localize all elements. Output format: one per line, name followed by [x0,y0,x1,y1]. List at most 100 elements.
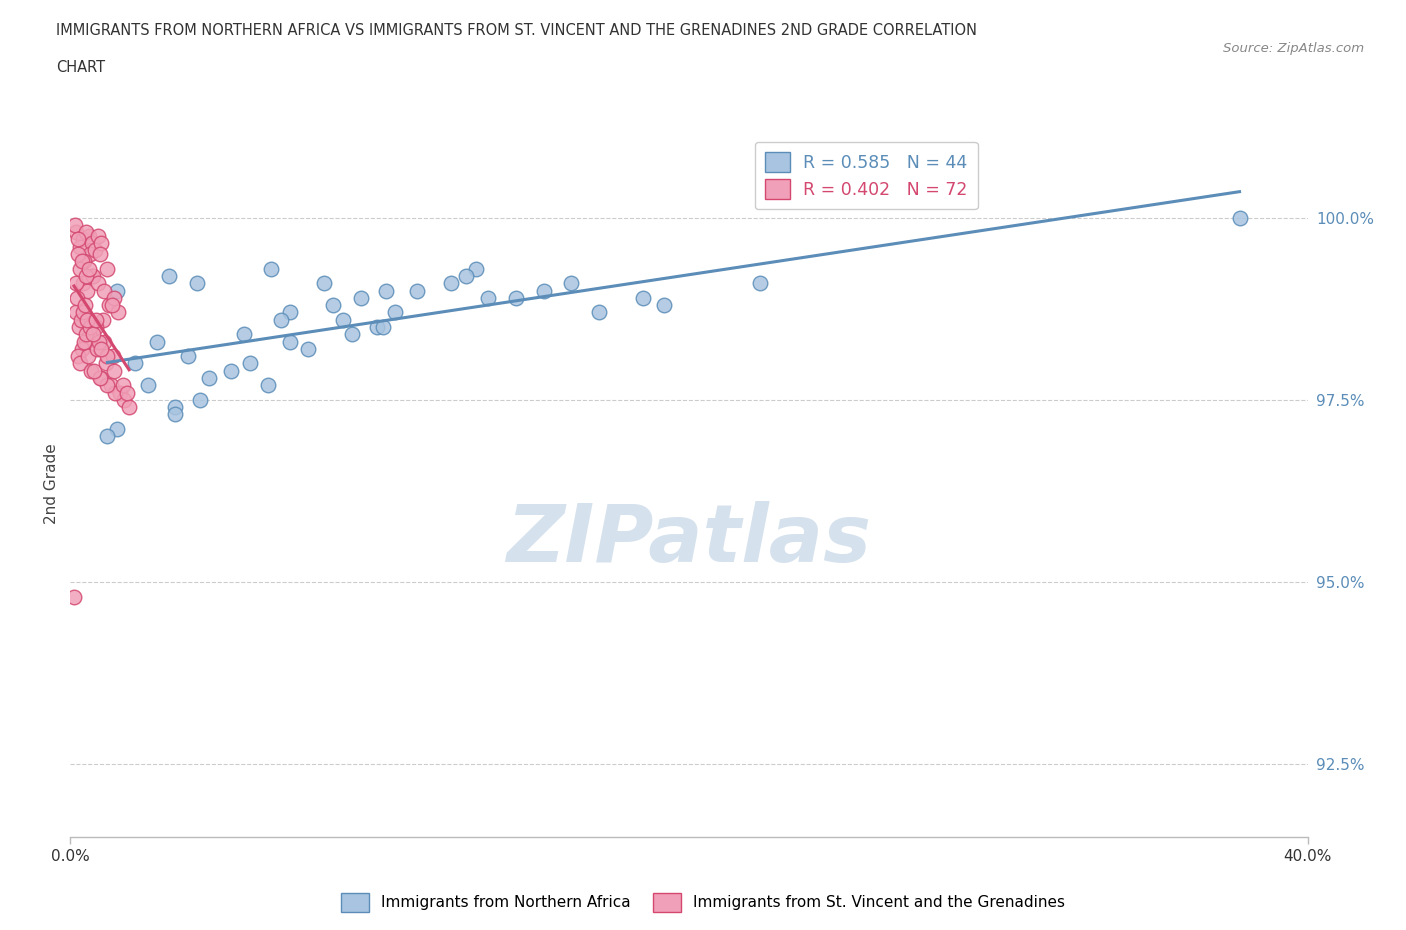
Point [69,356,91,371]
Point [340,326,363,341]
Point [260,261,283,276]
Point [177,349,200,364]
Point [232,326,254,341]
Point [75,298,97,312]
Point [80,269,103,284]
Text: CHART: CHART [56,60,105,75]
Point [79,326,101,341]
Point [165,400,187,415]
Point [72,232,94,247]
Text: IMMIGRANTS FROM NORTHERN AFRICA VS IMMIGRANTS FROM ST. VINCENT AND THE GRENADINE: IMMIGRANTS FROM NORTHERN AFRICA VS IMMIG… [56,23,977,38]
Point [63,218,86,232]
Point [165,407,187,422]
Text: ZIPatlas: ZIPatlas [506,501,872,579]
Point [72,305,94,320]
Point [405,283,427,298]
Point [84,312,107,327]
Point [278,305,301,320]
Point [75,334,97,349]
Point [79,246,101,261]
Point [219,364,242,379]
Point [477,290,499,305]
Point [456,269,478,284]
Point [72,276,94,291]
Text: Source: ZipAtlas.com: Source: ZipAtlas.com [1223,42,1364,55]
Point [75,269,97,284]
Point [239,356,262,371]
Point [82,326,104,341]
Point [66,246,89,261]
Point [79,261,101,276]
Point [67,320,90,335]
Point [749,276,772,291]
Point [89,246,111,261]
Point [101,298,124,312]
Point [111,378,134,392]
Point [115,385,138,400]
Point [114,392,135,407]
Point [80,235,103,250]
Point [82,269,105,284]
Legend: R = 0.585   N = 44, R = 0.402   N = 72: R = 0.585 N = 44, R = 0.402 N = 72 [755,142,977,209]
Point [257,378,280,392]
Point [70,312,93,327]
Point [79,320,101,335]
Point [108,385,131,400]
Point [76,283,98,298]
Point [65,305,87,320]
Y-axis label: 2nd Grade: 2nd Grade [44,444,59,524]
Point [188,392,211,407]
Point [76,312,98,327]
Point [96,378,118,392]
Point [69,261,91,276]
Point [374,283,396,298]
Point [350,290,373,305]
Point [297,341,319,356]
Point [77,229,100,244]
Point [146,334,169,349]
Point [77,349,100,364]
Point [87,276,110,291]
Point [86,341,108,356]
Point [100,378,122,392]
Point [93,283,115,298]
Point [63,589,86,604]
Point [73,254,96,269]
Point [75,225,97,240]
Point [90,370,112,385]
Point [83,364,105,379]
Point [384,305,406,320]
Point [70,254,93,269]
Point [105,283,128,298]
Point [371,320,394,335]
Point [107,305,129,320]
Point [80,364,103,379]
Point [84,320,107,335]
Point [505,290,527,305]
Point [312,276,335,291]
Legend: Immigrants from Northern Africa, Immigrants from St. Vincent and the Grenadines: Immigrants from Northern Africa, Immigra… [335,887,1071,918]
Point [87,334,110,349]
Point [105,421,128,436]
Point [440,276,463,291]
Point [90,341,112,356]
Point [87,229,110,244]
Point [75,326,97,341]
Point [90,235,112,250]
Point [96,349,118,364]
Point [652,298,675,312]
Point [198,370,221,385]
Point [103,364,125,379]
Point [70,341,93,356]
Point [101,349,124,364]
Point [464,261,486,276]
Point [93,334,115,349]
Point [84,243,107,258]
Point [533,283,555,298]
Point [96,261,118,276]
Point [157,269,180,284]
Point [103,290,125,305]
Point [89,370,111,385]
Point [96,429,118,444]
Point [588,305,610,320]
